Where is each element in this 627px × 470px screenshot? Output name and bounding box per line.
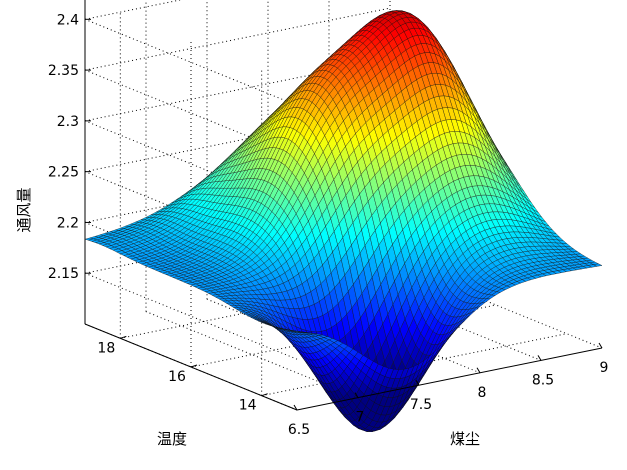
x-tick-label: 6.5 [288,422,310,438]
z-tick-labels: 2.15 2.2 2.25 2.3 2.35 2.4 [48,12,79,282]
y-tick-labels: 14 16 18 [97,340,256,413]
z-tick-label: 2.4 [57,12,79,28]
x-tick-label: 8.5 [532,372,554,388]
y-axis-label: 温度 [157,430,187,448]
x-tick-label: 8 [478,385,487,401]
z-axis-label: 通风量 [15,187,33,232]
x-tick-labels: 6.5 7 7.5 8 8.5 9 [288,360,609,438]
z-tick-label: 2.2 [57,215,79,231]
x-axis-label: 煤尘 [450,430,480,448]
y-tick-label: 18 [97,340,115,356]
surface-mesh [84,10,603,432]
axes-lines [84,0,603,411]
z-tick-label: 2.15 [48,266,79,282]
z-tick-label: 2.3 [57,114,79,130]
x-tick-label: 7 [356,410,365,426]
x-tick-label: 7.5 [410,397,432,413]
y-tick-label: 16 [168,369,186,385]
z-tick-label: 2.35 [48,63,79,79]
z-tick-label: 2.25 [48,165,79,181]
x-tick-label: 9 [600,360,609,376]
y-tick-label: 14 [239,398,257,414]
